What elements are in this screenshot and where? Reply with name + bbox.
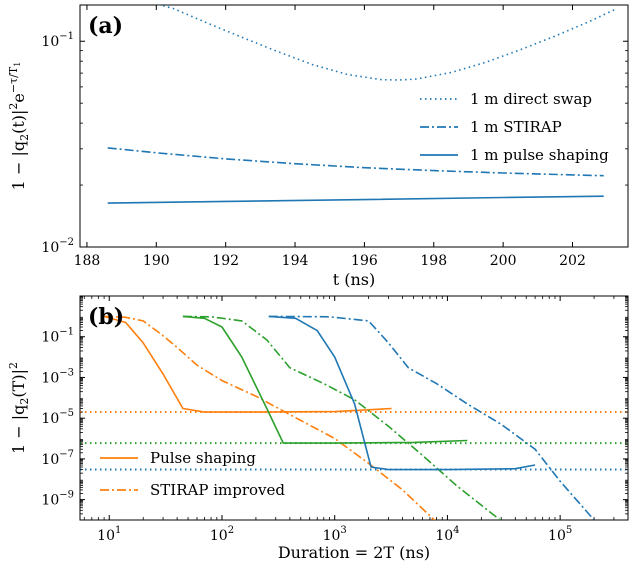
series-line-5 bbox=[268, 315, 595, 520]
panel-a-legend: 1 m direct swap 1 m STIRAP 1 m pulse shapi… bbox=[420, 90, 609, 164]
x-tick-label: 105 bbox=[548, 525, 572, 544]
y-tick-label: 10−1 bbox=[41, 31, 74, 50]
legend-label: 1 m STIRAP bbox=[470, 118, 562, 136]
y-tick-label: 10−5 bbox=[41, 408, 74, 427]
series-line-1 bbox=[107, 147, 604, 177]
y-tick-label: 10−1 bbox=[41, 327, 74, 346]
series-line-1 bbox=[104, 315, 436, 520]
panel-a-y-axis-label: 1 − |q2(t)|2e−τ/T1 bbox=[7, 62, 31, 191]
panel-a: 188 190 192 194 196 198 200 202 10−1 10−2 (a) t … bbox=[7, 4, 629, 289]
x-tick-label: 102 bbox=[210, 525, 234, 544]
series-line-3 bbox=[182, 315, 502, 520]
x-tick-label: 103 bbox=[323, 525, 347, 544]
panel-a-y-ticks: 10−1 10−2 bbox=[41, 31, 628, 256]
panel-a-label: (a) bbox=[88, 13, 123, 39]
panel-b-y-ticks: 10−1 10−3 10−5 10−7 10−9 bbox=[41, 296, 628, 515]
legend-label: 1 m direct swap bbox=[470, 90, 592, 108]
legend-label: Pulse shaping bbox=[150, 449, 256, 467]
panel-b-x-axis-label: Duration = 2T (ns) bbox=[278, 543, 430, 562]
panel-b: 101 102 103 104 105 10−1 10−3 10−5 10−7 10−9 (b)… bbox=[7, 295, 629, 562]
panel-a-x-axis-label: t (ns) bbox=[333, 270, 376, 289]
series-line-0 bbox=[103, 315, 392, 413]
x-tick-label: 200 bbox=[490, 253, 517, 269]
panel-b-label: (b) bbox=[88, 304, 124, 330]
panel-b-legend: Pulse shaping STIRAP improved bbox=[100, 449, 285, 499]
panel-a-frame bbox=[79, 4, 629, 248]
x-tick-label: 190 bbox=[143, 253, 170, 269]
y-tick-label: 10−7 bbox=[41, 449, 74, 468]
panel-b-x-ticks: 101 102 103 104 105 bbox=[83, 296, 629, 544]
panel-b-series bbox=[103, 315, 595, 520]
x-tick-label: 104 bbox=[435, 525, 459, 544]
series-line-4 bbox=[268, 315, 536, 471]
y-tick-label: 10−9 bbox=[41, 490, 74, 509]
legend-label: STIRAP improved bbox=[150, 481, 285, 499]
x-tick-label: 202 bbox=[559, 253, 586, 269]
panel-b-reference-lines bbox=[80, 411, 628, 471]
series-line-0 bbox=[157, 5, 615, 81]
legend-label: 1 m pulse shaping bbox=[470, 146, 609, 164]
x-tick-label: 198 bbox=[420, 253, 447, 269]
panel-b-frame bbox=[79, 295, 629, 521]
y-tick-label: 10−2 bbox=[41, 237, 74, 256]
x-tick-label: 192 bbox=[212, 253, 239, 269]
x-tick-label: 194 bbox=[282, 253, 309, 269]
y-tick-label: 10−3 bbox=[41, 367, 74, 386]
x-tick-label: 188 bbox=[74, 253, 101, 269]
panel-a-x-ticks: 188 190 192 194 196 198 200 202 bbox=[74, 5, 586, 269]
x-tick-label: 101 bbox=[97, 525, 121, 544]
panel-a-series bbox=[107, 5, 615, 204]
series-line-2 bbox=[182, 315, 468, 444]
series-line-2 bbox=[107, 195, 604, 204]
x-tick-label: 196 bbox=[351, 253, 378, 269]
panel-b-y-axis-label: 1 − |q2(T)|2 bbox=[7, 362, 31, 454]
